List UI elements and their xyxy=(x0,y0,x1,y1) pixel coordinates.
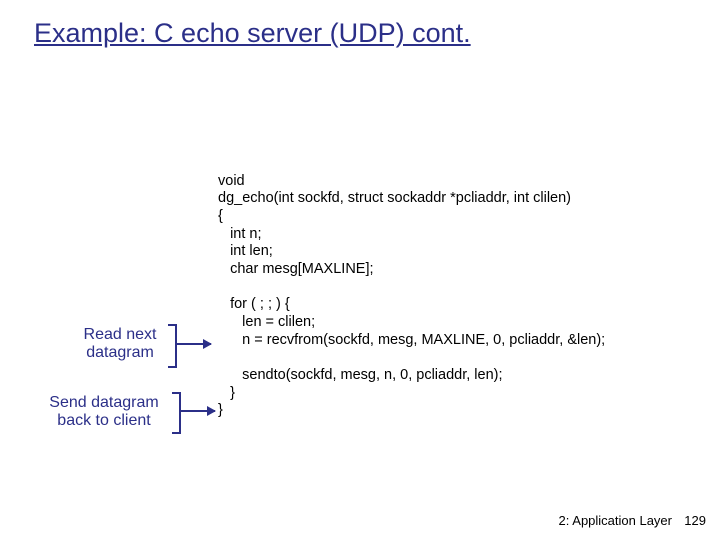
footer-page-number: 129 xyxy=(684,513,706,528)
label-read-next-datagram: Read next datagram xyxy=(70,326,170,361)
bracket-icon xyxy=(172,392,181,434)
code-block: void dg_echo(int sockfd, struct sockaddr… xyxy=(218,173,605,421)
footer-section: 2: Application Layer xyxy=(559,513,672,528)
label-send-back-to-client: Send datagram back to client xyxy=(34,394,174,429)
label-line: Read next xyxy=(84,326,157,343)
arrow-icon xyxy=(179,410,215,412)
slide-title: Example: C echo server (UDP) cont. xyxy=(34,18,471,49)
bracket-icon xyxy=(168,324,177,368)
label-line: back to client xyxy=(57,412,150,429)
label-line: datagram xyxy=(86,344,154,361)
label-line: Send datagram xyxy=(49,394,158,411)
arrow-icon xyxy=(175,343,211,345)
